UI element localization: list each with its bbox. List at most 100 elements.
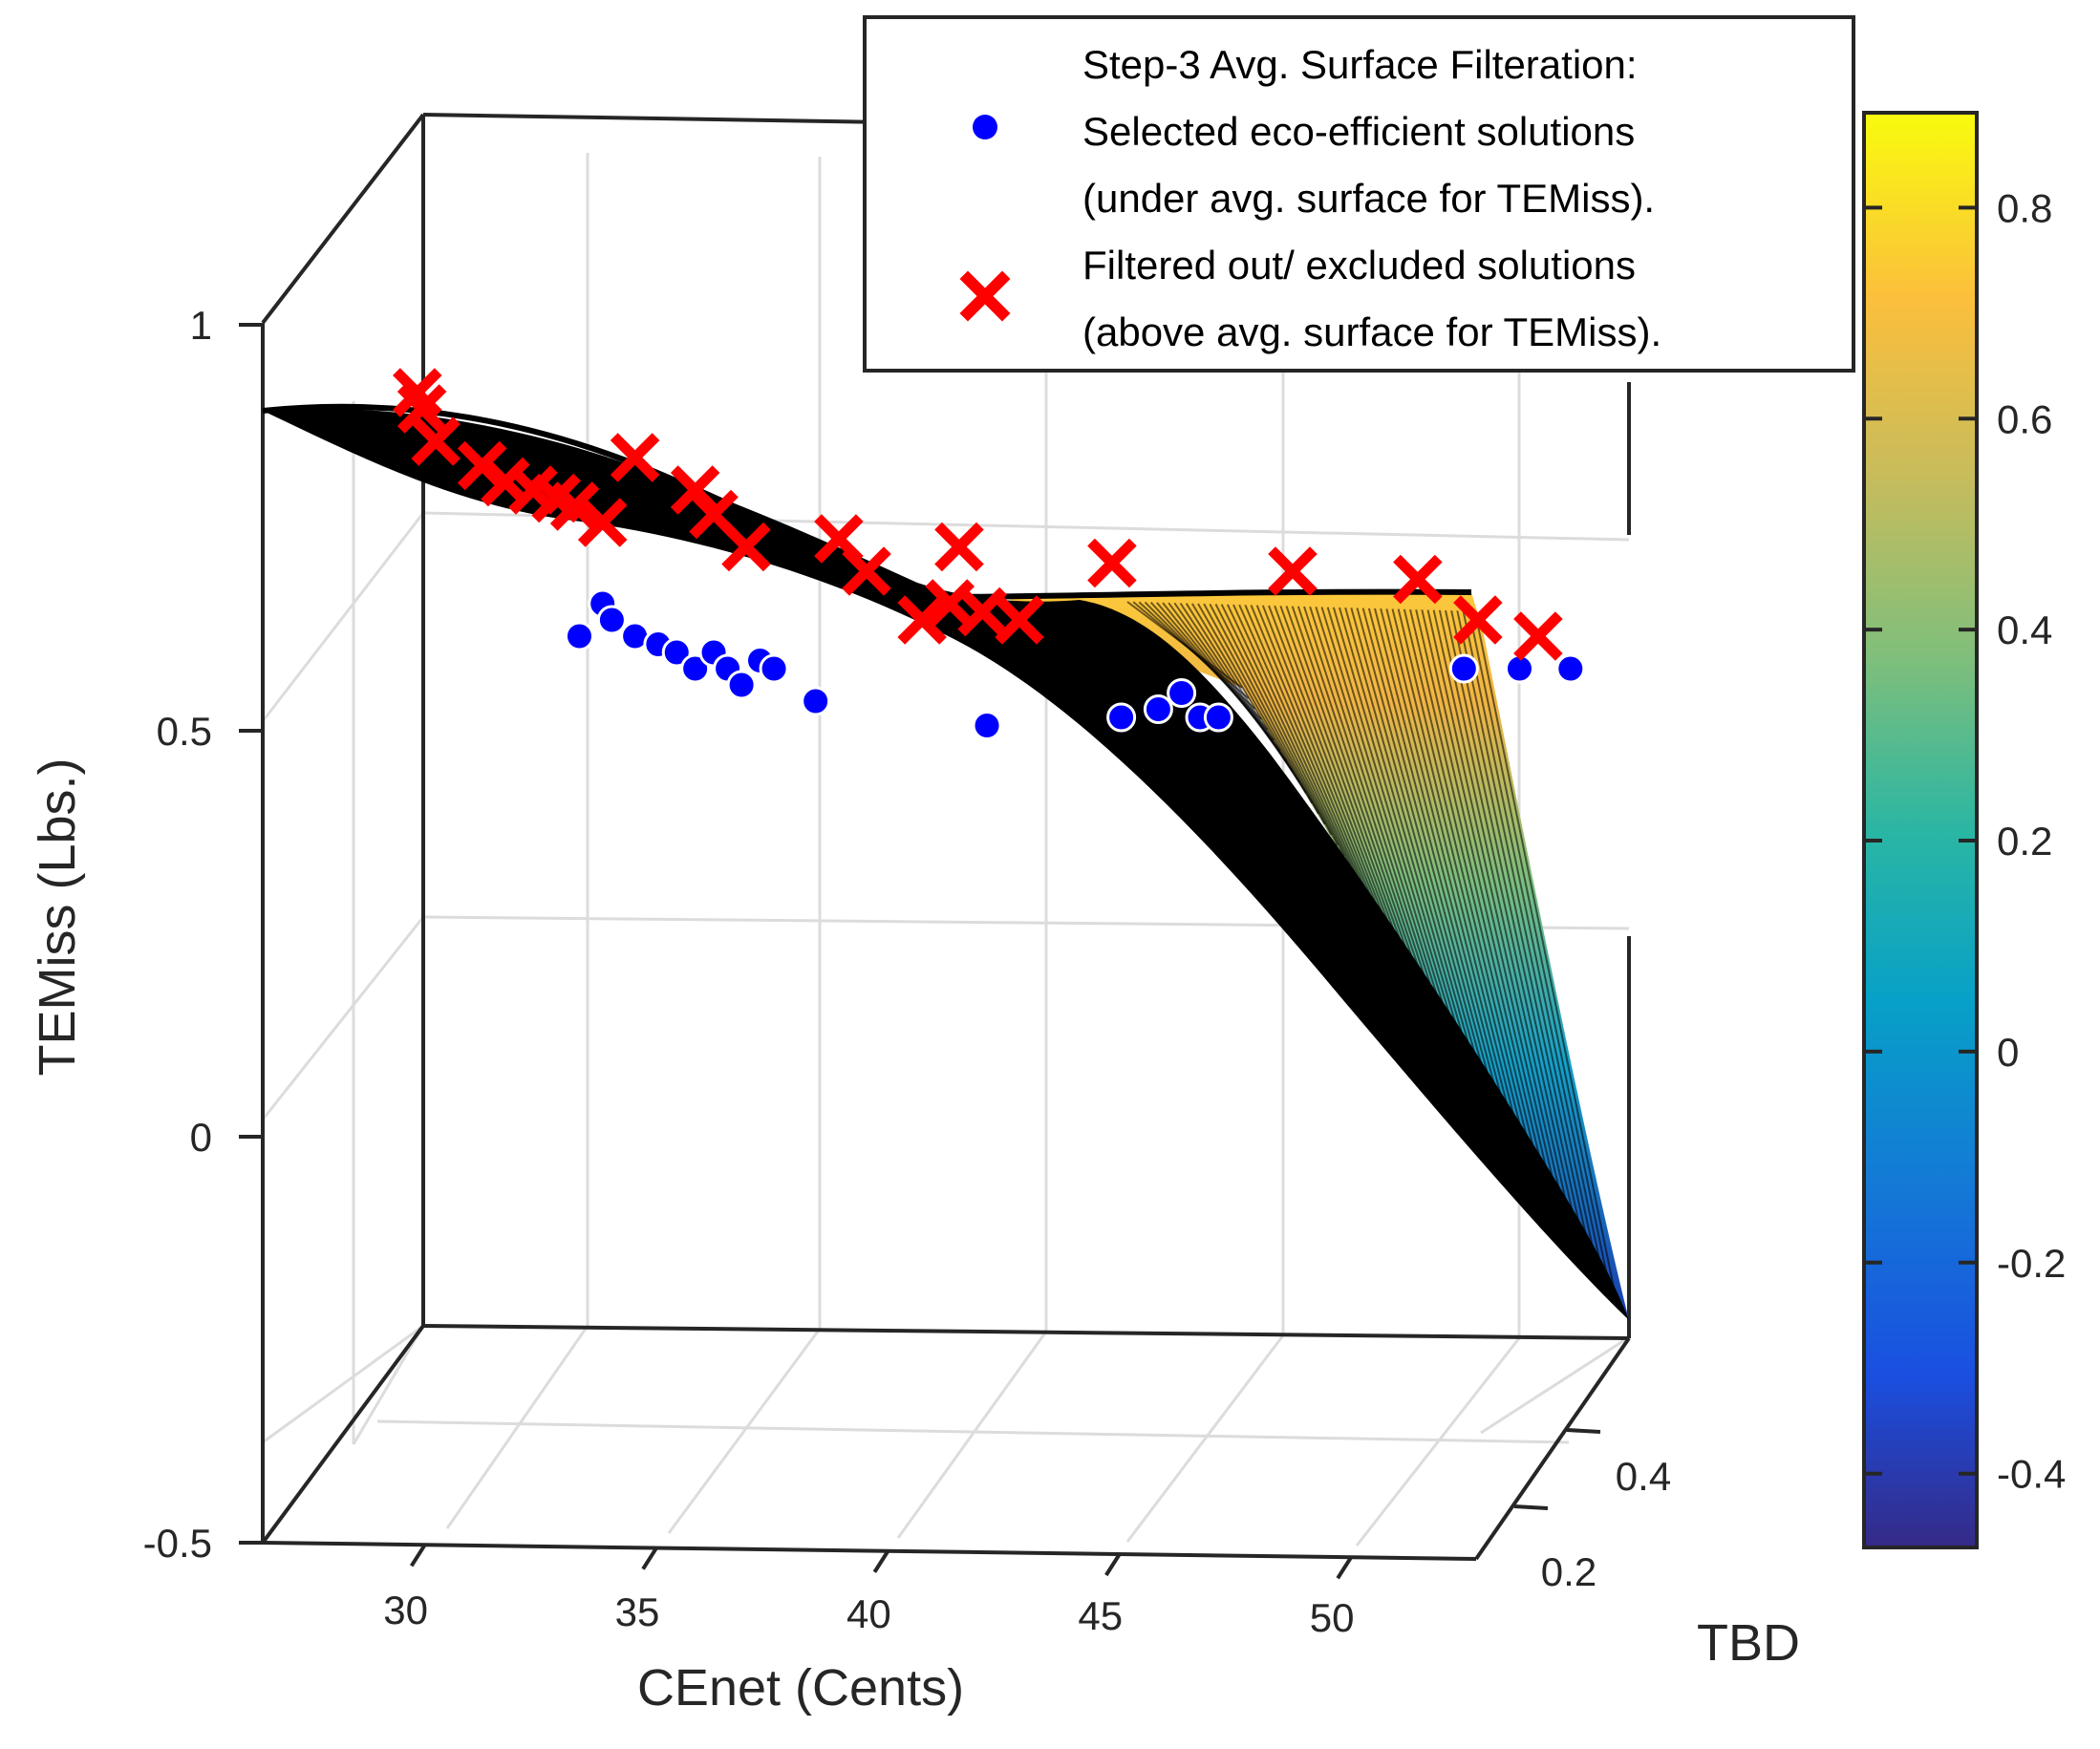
surface-mesh-line [1309,606,1441,1014]
excluded-solution-point [1087,538,1137,588]
axis-line [261,113,425,325]
surface-mesh-line [1344,607,1479,1077]
surface-mesh-line [1403,608,1543,1183]
surface-mesh-line [1462,610,1606,1288]
excluded-solution-point [508,465,558,515]
data-markers [393,368,1586,740]
grid-line [1125,1334,1285,1543]
legend-entry-1-line1: Selected eco-efficient solutions [1082,109,1635,154]
surface-mesh-line [1426,609,1568,1225]
colorbar-tick-label: -0.4 [1997,1452,2066,1497]
surface-mesh-line [1421,609,1562,1214]
selected-solution-point [801,686,831,716]
surface-mesh-line [1456,610,1600,1277]
surface-mesh-line [1203,603,1326,825]
selected-solution-point [759,653,789,684]
selected-solution-point [972,711,1002,740]
average-surface [262,403,1629,1320]
surface-mesh-line [1320,607,1453,1035]
selected-solution-point [726,670,757,700]
y-axis-label: TBD [1697,1614,1800,1672]
z-tick-label: 1 [190,303,212,348]
surface-mesh-line [1285,606,1415,972]
surface-mesh-line [1274,605,1403,951]
excluded-solution-point [1393,554,1443,605]
surface-mesh-line [1232,604,1358,878]
surface-mesh-line [1315,607,1447,1025]
x-tick-label: 50 [1310,1595,1355,1640]
legend-box [863,15,1855,373]
x-tick-label: 40 [846,1591,891,1636]
colorbar-gradient [1862,111,1979,1549]
excluded-solution-point [995,595,1044,645]
x-axis-label: CEnet (Cents) [637,1659,964,1717]
surface-mesh-line [1380,608,1517,1141]
surface-mesh-line [1415,608,1555,1204]
selected-solution-point [1203,702,1233,733]
surface-mesh-line [1244,604,1371,899]
excluded-solution-point [957,587,1007,637]
surface-mesh-line [1214,604,1339,846]
grid-line [896,1331,1048,1539]
surface-mesh-line [1339,607,1472,1067]
grid-line [261,916,425,1120]
colorbar-tick-label: -0.2 [1997,1241,2066,1286]
surface-mesh-line [1268,605,1396,941]
axis-line [422,1324,1630,1340]
excluded-solution-point [577,498,628,547]
legend-entry-1-line2: (under avg. surface for TEMiss). [1082,176,1655,221]
selected-solution-point [1555,653,1586,684]
surface-mesh-line [1238,604,1364,888]
excluded-solution-point [1453,595,1503,645]
grid-line [352,1325,425,1445]
excluded-solution-point [721,522,771,572]
excluded-solution-point [1513,611,1563,661]
y-tick-label: 0.4 [1616,1454,1671,1499]
x-tick-mark [872,1549,890,1573]
selected-solution-point [1106,702,1137,733]
excluded-solution-point [689,489,739,540]
selected-solution-point [1448,653,1479,684]
surface-colored-region [1003,592,1629,1320]
surface-mesh-line [1261,605,1390,930]
z-axis-label: TEMiss (Lbs.) [29,757,86,1076]
y-tick-label: 0.2 [1541,1549,1596,1594]
x-tick-label: 45 [1078,1593,1123,1638]
surface-mesh-line [1291,606,1422,983]
legend: Step-3 Avg. Surface Filteration: Selecte… [863,15,1855,373]
surface-mesh-line [1296,606,1428,993]
surface-mesh-line [1326,607,1460,1046]
excluded-solution-point [549,481,600,531]
surface-mesh-line [1374,608,1511,1130]
colorbar: 0.8 0.6 0.4 0.2 0 -0.2 -0.4 [1862,111,2066,1549]
surface-mesh-line [1209,603,1333,836]
grid-line [445,1325,589,1529]
colorbar-tick-label: 0.8 [1997,185,2052,230]
selected-solution-point [564,621,594,651]
surface-mesh-line [1385,608,1524,1151]
surface-mesh-line [1197,603,1319,815]
surface-mesh-line [1391,608,1530,1162]
excluded-solution-point [1268,546,1318,596]
surface-mesh-line [1438,609,1581,1246]
surface-mesh-line [1473,610,1619,1309]
grid-line [1480,1335,1630,1435]
legend-marker-excluded [959,270,1011,322]
excluded-solution-point [411,416,461,466]
surface-mesh-line [1190,603,1314,804]
legend-entry-2-line1: Filtered out/ excluded solutions [1082,243,1636,288]
excluded-solution-point [610,433,660,482]
surface-mesh-line [1250,605,1377,909]
surface-mesh-line [1397,608,1536,1172]
surface-mesh-line [1220,604,1345,857]
surface-mesh-line [1332,607,1467,1056]
surface-mesh-line [1350,608,1486,1088]
surface-mesh-line [1450,609,1594,1267]
grid-line [1355,1337,1521,1546]
surface-mesh-line [1432,609,1575,1235]
y-tick-mark [1566,1428,1601,1434]
excluded-solution-point [842,546,891,596]
surface-mesh-line [1367,608,1505,1120]
surface-mesh-line [1279,605,1409,962]
